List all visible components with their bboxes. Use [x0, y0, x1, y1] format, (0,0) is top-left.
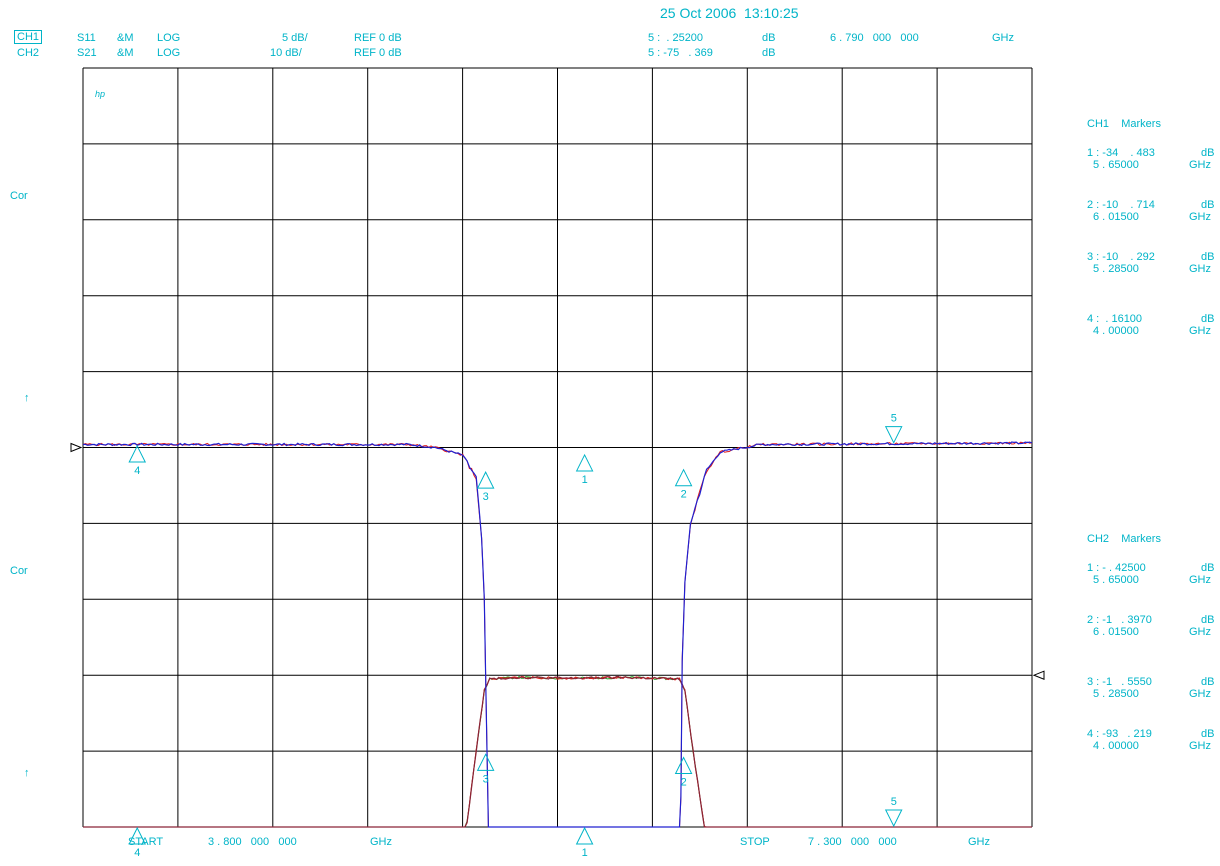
ch1-mode: &M — [117, 32, 134, 44]
marker-freq: 6 . 01500 — [1093, 211, 1139, 223]
ch2-ref-pointer-icon — [1032, 670, 1045, 680]
marker-freq: 5 . 28500 — [1093, 688, 1139, 700]
marker-unit: dB — [1201, 676, 1215, 688]
ch1-marker-5-icon — [884, 426, 903, 444]
ch1-marker-unit: dB — [762, 32, 776, 44]
marker-freq-unit: GHz — [1189, 740, 1211, 752]
ch1-marker-1-icon — [575, 453, 594, 472]
ch2-format: LOG — [157, 47, 181, 59]
ch1-marker-3-label: 3 — [483, 491, 489, 503]
marker-value: 2 : -10 . 714 — [1087, 199, 1155, 211]
s11-trace — [82, 441, 1033, 828]
start-label: START — [128, 836, 164, 848]
marker-freq-unit: GHz — [1189, 263, 1211, 275]
ch1-arrow-icon: ↑ — [24, 392, 30, 404]
marker-value: 1 : - . 42500 — [1087, 562, 1146, 574]
marker-unit: dB — [1201, 728, 1215, 740]
ch2-marker-5-icon — [884, 809, 903, 828]
cor-label-ch1: Cor — [10, 190, 28, 202]
ch1-marker-3-icon — [476, 470, 495, 489]
marker-unit: dB — [1201, 562, 1215, 574]
ch1-marker-2-label: 2 — [681, 489, 687, 501]
marker-freq-unit: GHz — [1189, 159, 1211, 171]
marker-unit: dB — [1201, 199, 1215, 211]
marker-unit: dB — [1201, 313, 1215, 325]
s21-trace — [83, 675, 1032, 828]
marker-freq: 5 . 65000 — [1093, 159, 1139, 171]
marker-freq-unit: GHz — [1189, 626, 1211, 638]
marker-freq-unit: GHz — [1189, 325, 1211, 337]
ch2-channel-label[interactable]: CH2 — [17, 47, 40, 59]
ch2-marker-1-icon — [575, 826, 594, 845]
marker-unit: dB — [1201, 147, 1215, 159]
marker-freq: 6 . 01500 — [1093, 626, 1139, 638]
ch2-marker-4-label: 4 — [134, 847, 140, 859]
cor-label-ch2: Cor — [10, 565, 28, 577]
ch2-marker-5-label: 5 — [891, 796, 897, 808]
datetime: 25 Oct 2006 13:10:25 — [660, 5, 799, 21]
marker-freq: 4 . 00000 — [1093, 740, 1139, 752]
marker-freq-unit: GHz — [1189, 688, 1211, 700]
ch2-marker-2-icon — [674, 756, 693, 775]
marker-unit: dB — [1201, 251, 1215, 263]
ch1-marker-readout: 5 : . 25200 — [648, 32, 704, 44]
ch2-marker-3-label: 3 — [483, 773, 489, 785]
ch1-param: S11 — [77, 32, 96, 44]
ch2-marker-1-label: 1 — [582, 847, 588, 859]
ch2-scale: 10 dB/ — [270, 47, 302, 59]
ch2-arrow-icon: ↑ — [24, 767, 30, 779]
ch2-markers-title: CH2 Markers — [1087, 533, 1161, 545]
hp-logo: hp — [95, 89, 105, 99]
marker-value: 3 : -1 . 5550 — [1087, 676, 1152, 688]
stop-unit: GHz — [968, 836, 990, 848]
ch1-marker-4-label: 4 — [134, 465, 140, 477]
ch2-marker-unit: dB — [762, 47, 776, 59]
start-unit: GHz — [370, 836, 392, 848]
ch1-ref: REF 0 dB — [354, 32, 402, 44]
ch1-channel-label[interactable]: CH1 — [14, 30, 43, 44]
ch1-marker-2-icon — [674, 468, 693, 487]
ch1-marker-5-label: 5 — [891, 413, 897, 425]
marker-freq: 5 . 28500 — [1093, 263, 1139, 275]
ch1-markers-title: CH1 Markers — [1087, 118, 1161, 130]
start-value: 3 . 800 000 000 — [208, 836, 297, 848]
marker-unit: dB — [1201, 614, 1215, 626]
stop-label: STOP — [740, 836, 770, 848]
stop-value: 7 . 300 000 000 — [808, 836, 897, 848]
marker-freq-unit: GHz — [1189, 211, 1211, 223]
marker-value: 4 : -93 . 219 — [1087, 728, 1152, 740]
ch2-ref: REF 0 dB — [354, 47, 402, 59]
ch2-marker-4-icon — [128, 826, 147, 845]
ch2-param: S21 — [77, 47, 97, 59]
marker-value: 1 : -34 . 483 — [1087, 147, 1155, 159]
ch1-marker-freq: 6 . 790 000 000 — [830, 32, 919, 44]
marker-value: 4 : . 16100 — [1087, 313, 1143, 325]
ch1-marker-1-label: 1 — [582, 474, 588, 486]
ch2-marker-2-label: 2 — [681, 777, 687, 789]
ch1-scale: 5 dB/ — [282, 32, 308, 44]
ch1-ref-pointer-icon — [70, 442, 83, 453]
ch2-marker-readout: 5 : -75 . 369 — [648, 47, 713, 59]
ch1-marker-4-icon — [128, 444, 147, 463]
marker-value: 3 : -10 . 292 — [1087, 251, 1155, 263]
ch1-format: LOG — [157, 32, 181, 44]
ch1-freq-unit: GHz — [992, 32, 1014, 44]
marker-freq-unit: GHz — [1189, 574, 1211, 586]
marker-freq: 5 . 65000 — [1093, 574, 1139, 586]
ch2-mode: &M — [117, 47, 134, 59]
ch2-marker-3-icon — [476, 753, 495, 771]
marker-freq: 4 . 00000 — [1093, 325, 1139, 337]
marker-value: 2 : -1 . 3970 — [1087, 614, 1152, 626]
